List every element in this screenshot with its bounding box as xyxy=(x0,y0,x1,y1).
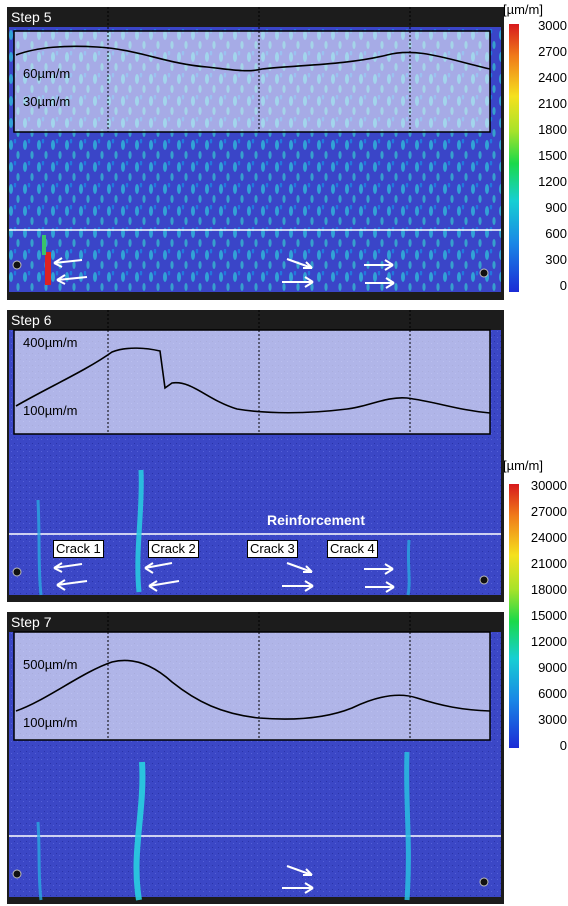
scale-tick: 9000 xyxy=(538,660,567,675)
arrow-group xyxy=(53,562,395,593)
strain-label-upper: 400µm/m xyxy=(23,335,78,350)
crack-label-2: Crack 2 xyxy=(148,540,199,558)
scale-tick: 1800 xyxy=(538,122,567,137)
dic-image-step-7 xyxy=(7,612,504,904)
crack-label-1: Crack 1 xyxy=(53,540,104,558)
reinforcement-label: Reinforcement xyxy=(267,512,366,528)
crack-label-3: Crack 3 xyxy=(247,540,298,558)
scale-tick: 600 xyxy=(545,226,567,241)
color-scale-steps-5: [µm/m] 3000 2700 2400 2100 1800 1500 120… xyxy=(503,0,567,300)
scale-tick: 27000 xyxy=(530,504,567,519)
step-label: Step 7 xyxy=(11,614,52,630)
scale-tick: 0 xyxy=(559,278,567,293)
scale-tick: 900 xyxy=(545,200,567,215)
strain-label-lower: 100µm/m xyxy=(23,715,78,730)
scale-tick: 1500 xyxy=(538,148,567,163)
scale-tick: 12000 xyxy=(530,634,567,649)
strain-profile-box xyxy=(14,632,490,740)
strain-profile-box xyxy=(14,31,490,132)
strain-label-lower: 30µm/m xyxy=(23,94,71,109)
scale-tick: 0 xyxy=(559,738,567,753)
scale-tick: 2100 xyxy=(538,96,567,111)
dic-image-step-5 xyxy=(7,7,504,300)
scale-tick: 30000 xyxy=(530,478,567,493)
crack-label-4: Crack 4 xyxy=(327,540,378,558)
scale-tick: 15000 xyxy=(530,608,567,623)
panel-step-7: Step 7 500µm/m 100µm/m xyxy=(7,612,504,904)
scale-unit: [µm/m] xyxy=(503,458,543,473)
scale-tick: 1200 xyxy=(538,174,567,189)
crack-highlight xyxy=(45,252,51,285)
color-scale-steps-6-7: [µm/m] 30000 27000 24000 21000 18000 150… xyxy=(503,458,567,758)
scale-unit: [µm/m] xyxy=(503,2,543,17)
color-bar xyxy=(509,24,519,292)
strain-label-upper: 60µm/m xyxy=(23,66,71,81)
strain-profile-box xyxy=(14,330,490,434)
strain-curve xyxy=(15,45,491,72)
scale-tick: 21000 xyxy=(530,556,567,571)
dic-image-step-6 xyxy=(7,310,504,602)
color-bar xyxy=(509,484,519,748)
scale-tick: 2400 xyxy=(538,70,567,85)
strain-curve xyxy=(15,347,491,414)
scale-tick: 6000 xyxy=(538,686,567,701)
scale-tick: 18000 xyxy=(530,582,567,597)
arrow-group xyxy=(53,257,395,289)
scale-tick: 300 xyxy=(545,252,567,267)
scale-tick: 24000 xyxy=(530,530,567,545)
panel-step-5: Step 5 60µm/m 30µm/m xyxy=(7,7,504,300)
scale-tick: 2700 xyxy=(538,44,567,59)
arrow-group xyxy=(282,865,314,894)
strain-label-lower: 100µm/m xyxy=(23,403,78,418)
step-label: Step 5 xyxy=(11,9,52,25)
crack-highlight xyxy=(133,761,146,901)
step-label: Step 6 xyxy=(11,312,52,328)
scale-tick: 3000 xyxy=(538,712,567,727)
scale-tick: 3000 xyxy=(538,18,567,33)
crack-highlight xyxy=(135,469,144,593)
strain-label-upper: 500µm/m xyxy=(23,657,78,672)
strain-curve xyxy=(15,659,491,720)
panel-step-6: Step 6 400µm/m 100µm/m Reinforcement Cra… xyxy=(7,310,504,602)
